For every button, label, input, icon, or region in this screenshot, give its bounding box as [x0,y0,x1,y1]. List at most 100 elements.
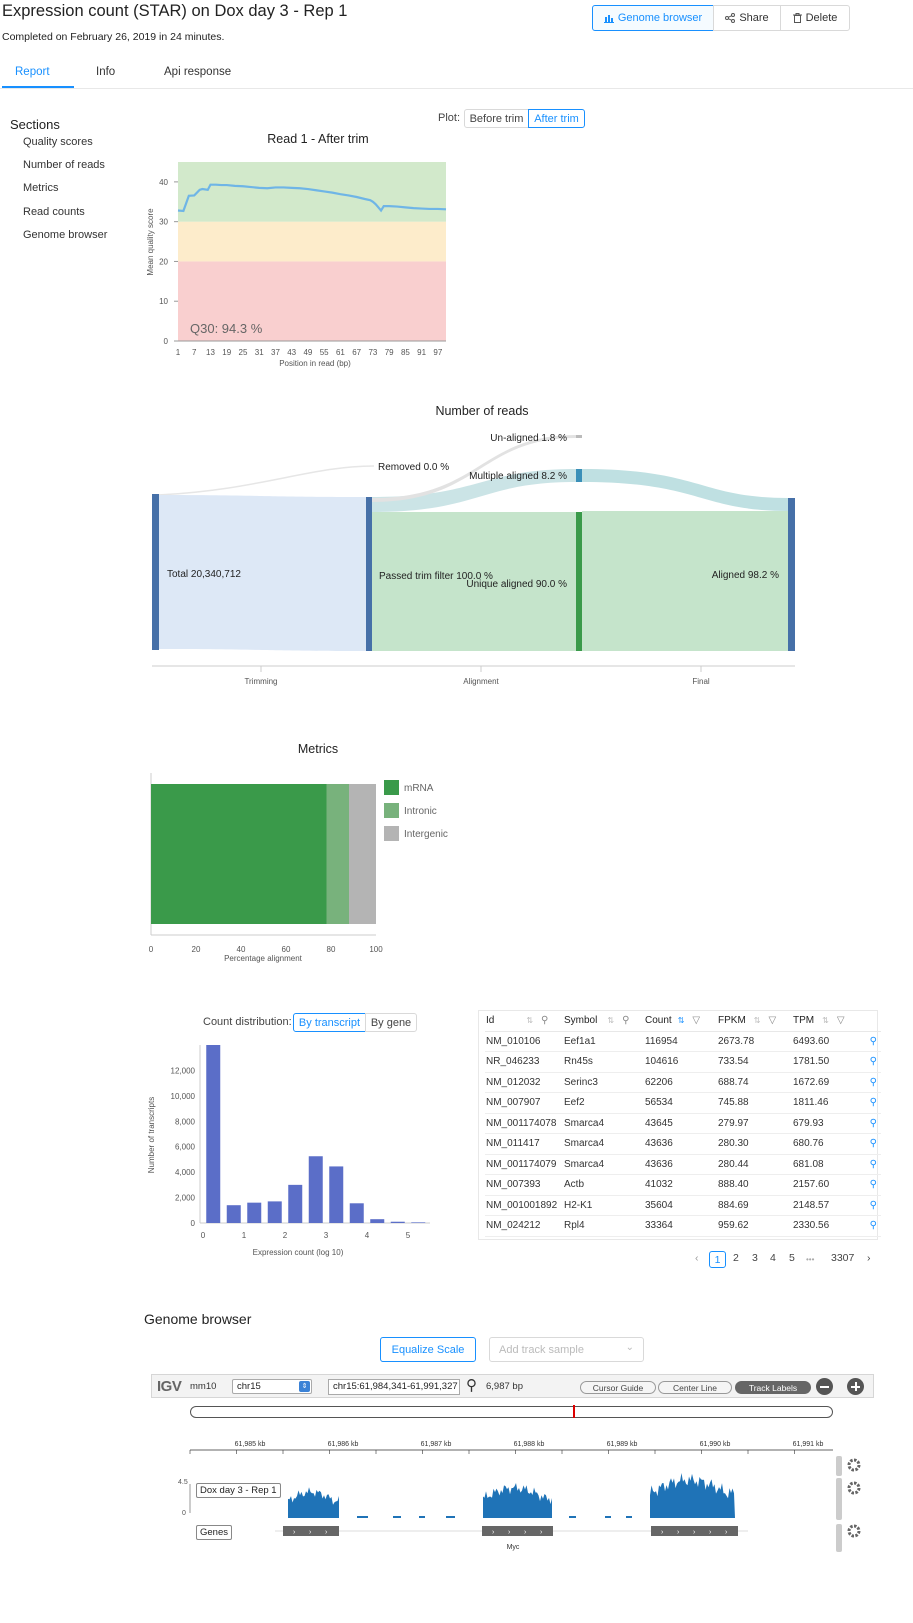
table-row[interactable]: NM_001001892 H2-K1 35604 884.69 2148.57 ⚲ [485,1195,881,1216]
page-4[interactable]: 4 [770,1252,776,1264]
search-icon[interactable]: ⚲ [541,1015,549,1027]
chromosome-select[interactable]: chr15 ⇕ [232,1379,312,1394]
column-id[interactable]: Id ⇅ ⚲ [485,1011,563,1032]
y-tick-label: 10 [159,297,168,306]
by-transcript-option[interactable]: By transcript [293,1013,366,1032]
x-tick-label: 7 [192,348,197,357]
sort-icon[interactable]: ⇅ [753,1016,761,1026]
histogram-bar[interactable] [329,1166,344,1223]
metrics-x-axis-label: Percentage alignment [224,954,303,963]
next-page-button[interactable]: › [867,1252,871,1264]
gene-exon[interactable] [482,1526,553,1536]
track-drag-handle[interactable] [836,1456,842,1476]
histogram-bar[interactable] [267,1201,282,1223]
add-track-select[interactable]: Add track sample ⌄ [489,1337,644,1362]
histogram-bar[interactable] [349,1203,364,1223]
row-search-icon[interactable]: ⚲ [862,1154,881,1175]
histogram-bar[interactable] [308,1156,323,1223]
column-fpkm[interactable]: FPKM ⇅ ▽ [717,1011,792,1032]
locus-input[interactable]: chr15:61,984,341-61,991,327 [328,1379,460,1395]
genes-track-label[interactable]: Genes [196,1525,232,1540]
column-tpm[interactable]: TPM ⇅ ▽ [792,1011,862,1032]
histogram-bar[interactable] [411,1222,426,1223]
page-2[interactable]: 2 [733,1252,739,1264]
row-search-icon[interactable]: ⚲ [862,1215,881,1237]
genome-browser-button[interactable]: Genome browser [592,5,714,31]
delete-button[interactable]: Delete [780,5,850,31]
sort-icon[interactable]: ⇅ [607,1016,615,1026]
tab-api-response[interactable]: Api response [164,66,232,78]
gene-exon[interactable] [283,1526,339,1536]
x-tick-label: 40 [237,945,246,954]
row-search-icon[interactable]: ⚲ [862,1072,881,1093]
gear-icon[interactable] [846,1480,862,1496]
column-count[interactable]: Count ⇅ ▽ [644,1011,717,1032]
table-row[interactable]: NM_024212 Rpl4 33364 959.62 2330.56 ⚲ [485,1215,881,1237]
after-trim-option[interactable]: After trim [528,109,585,128]
table-row[interactable]: NM_007907 Eef2 56534 745.88 1811.46 ⚲ [485,1092,881,1114]
before-trim-option[interactable]: Before trim [464,109,529,128]
histogram-bar[interactable] [206,1045,221,1223]
histogram-bar[interactable] [370,1219,385,1223]
gene-exon[interactable] [651,1526,738,1536]
table-row[interactable]: NM_012032 Serinc3 62206 688.74 1672.69 ⚲ [485,1072,881,1093]
row-search-icon[interactable]: ⚲ [862,1092,881,1114]
search-icon[interactable]: ⚲ [466,1377,477,1394]
histogram-bar[interactable] [288,1184,303,1223]
table-row[interactable]: NM_011417 Smarca4 43636 280.30 680.76 ⚲ [485,1133,881,1155]
filter-icon[interactable]: ▽ [692,1015,701,1027]
filter-icon[interactable]: ▽ [836,1015,845,1027]
tab-report[interactable]: Report [15,66,50,78]
histogram-x-axis-label: Expression count (log 10) [253,1248,344,1257]
chromosome-ideogram[interactable] [190,1406,833,1418]
histogram-bar[interactable] [390,1221,405,1223]
table-row[interactable]: NM_007393 Actb 41032 888.40 2157.60 ⚲ [485,1174,881,1196]
column-symbol[interactable]: Symbol ⇅ ⚲ [563,1011,644,1032]
page-1[interactable]: 1 [709,1251,726,1268]
sort-icon[interactable]: ⇅ [526,1016,534,1026]
sort-icon[interactable]: ⇅ [822,1016,829,1026]
coverage-track-label[interactable]: Dox day 3 - Rep 1 [196,1483,281,1498]
sidebar-item-quality-scores[interactable]: Quality scores [23,136,93,148]
track-drag-handle[interactable] [836,1524,842,1552]
sidebar-item-number-of-reads[interactable]: Number of reads [23,159,105,171]
row-search-icon[interactable]: ⚲ [862,1133,881,1155]
cursor-guide-toggle[interactable]: Cursor Guide [580,1381,656,1394]
table-row[interactable]: NM_010106 Eef1a1 116954 2673.78 6493.60 ⚲ [485,1031,881,1052]
gear-icon[interactable] [846,1523,862,1539]
page-last[interactable]: 3307 [831,1252,855,1264]
number-of-reads-sankey: Total 20,340,712 Removed 0.0 % Passed tr… [152,433,795,686]
zoom-out-button[interactable] [816,1378,833,1395]
track-labels-toggle[interactable]: Track Labels [735,1381,811,1394]
page-5[interactable]: 5 [789,1252,795,1264]
share-button[interactable]: Share [713,5,781,31]
gear-icon[interactable] [846,1457,862,1473]
sort-desc-icon[interactable]: ⇅ [677,1016,685,1026]
pagination-ellipsis[interactable]: ••• [806,1255,815,1264]
sidebar-item-read-counts[interactable]: Read counts [23,206,85,218]
row-search-icon[interactable]: ⚲ [862,1195,881,1216]
sidebar-item-genome-browser[interactable]: Genome browser [23,229,108,241]
row-search-icon[interactable]: ⚲ [862,1174,881,1196]
equalize-scale-button[interactable]: Equalize Scale [380,1337,476,1362]
table-row[interactable]: NM_001174078 Smarca4 43645 279.97 679.93 ⚲ [485,1113,881,1134]
row-search-icon[interactable]: ⚲ [862,1031,881,1052]
cell-symbol: H2-K1 [563,1195,644,1216]
page-3[interactable]: 3 [752,1252,758,1264]
row-search-icon[interactable]: ⚲ [862,1051,881,1073]
table-row[interactable]: NR_046233 Rn45s 104616 733.54 1781.50 ⚲ [485,1051,881,1073]
histogram-bar[interactable] [247,1202,262,1223]
prev-page-button[interactable]: ‹ [695,1252,699,1264]
row-search-icon[interactable]: ⚲ [862,1113,881,1134]
filter-icon[interactable]: ▽ [768,1015,777,1027]
search-icon[interactable]: ⚲ [622,1015,630,1027]
cell-id: NR_046233 [485,1051,563,1073]
zoom-in-button[interactable] [847,1378,864,1395]
center-line-toggle[interactable]: Center Line [658,1381,732,1394]
by-gene-option[interactable]: By gene [365,1013,417,1032]
table-row[interactable]: NM_001174079 Smarca4 43636 280.44 681.08 ⚲ [485,1154,881,1175]
track-drag-handle[interactable] [836,1478,842,1520]
sidebar-item-metrics[interactable]: Metrics [23,182,59,194]
histogram-bar[interactable] [226,1205,241,1223]
tab-info[interactable]: Info [96,66,116,78]
